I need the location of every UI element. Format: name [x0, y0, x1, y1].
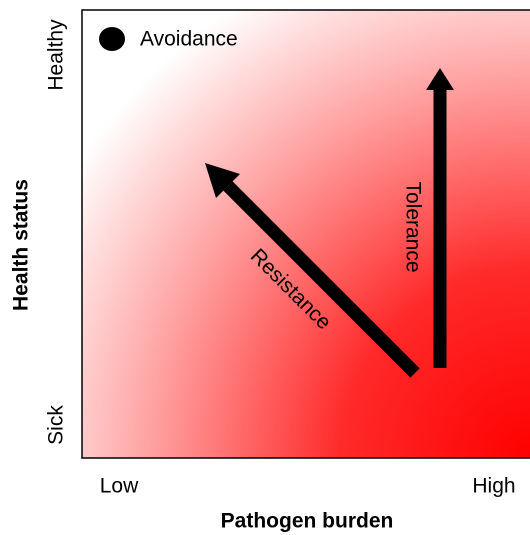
x-low-label: Low — [100, 475, 139, 498]
tolerance-arrow — [426, 68, 454, 368]
x-high-label: High — [472, 475, 515, 498]
y-axis-label: Health status — [10, 179, 33, 311]
x-axis-label: Pathogen burden — [221, 510, 394, 533]
y-high-label: Healthy — [45, 19, 68, 91]
avoidance-label: Avoidance — [140, 28, 238, 51]
resistance-arrow — [205, 163, 420, 378]
tolerance-label: Tolerance — [401, 181, 424, 272]
y-low-label: Sick — [45, 405, 68, 445]
plot-area — [81, 9, 530, 459]
avoidance-dot — [99, 27, 125, 51]
